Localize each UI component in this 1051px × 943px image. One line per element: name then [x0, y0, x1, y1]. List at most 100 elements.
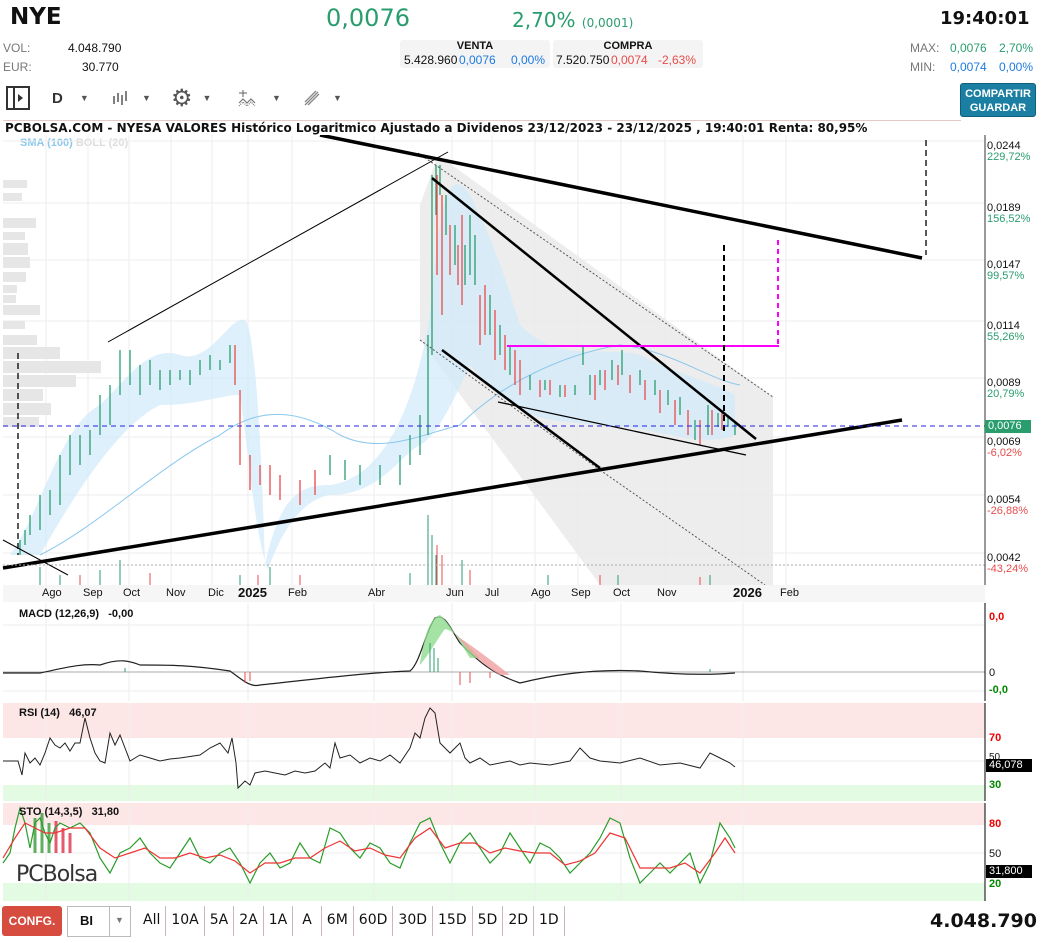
order-book-venta: VENTA 5.428.960 0,0076 0,00%	[400, 40, 550, 68]
macd-panel[interactable]	[0, 603, 990, 701]
sto-axis-50: 50	[989, 848, 1002, 860]
config-button[interactable]: CONFG.	[2, 906, 62, 936]
range-all[interactable]: All	[138, 906, 167, 936]
gear-icon: ⚙	[171, 84, 193, 112]
period-dropdown[interactable]: D ▼	[52, 84, 89, 112]
price-axis-label: 0,0069 -6,02%	[987, 436, 1022, 459]
pcbolsa-watermark: PCBolsa	[16, 862, 98, 887]
year-label: 2025	[238, 585, 267, 600]
price-change: 2,70% (0,0001)	[512, 8, 633, 32]
price-axis-label: 0,0089 20,79%	[987, 377, 1025, 400]
chevron-down-icon: ▼	[272, 93, 281, 103]
divider	[109, 907, 110, 936]
chevron-down-icon: ▼	[79, 93, 89, 103]
price-chart-canvas[interactable]	[0, 135, 990, 585]
pencil-icon	[304, 90, 320, 106]
max-price: 0,0076	[950, 41, 987, 55]
min-label: MIN:	[910, 60, 936, 74]
candlestick-icon	[113, 91, 127, 105]
range-2a[interactable]: 2A	[234, 906, 264, 936]
range-10a[interactable]: 10A	[166, 906, 205, 936]
month-label: Nov	[657, 587, 677, 599]
chart-type-dropdown[interactable]: ▼	[112, 84, 151, 112]
range-5a[interactable]: 5A	[205, 906, 235, 936]
rsi-axis-50: 50	[989, 752, 1001, 763]
compra-volume: 7.520.750	[556, 53, 610, 67]
month-label: Jun	[446, 587, 464, 599]
interval-select[interactable]: BI ▼	[67, 906, 131, 937]
sto-axis-80: 80	[989, 818, 1002, 830]
range-1a[interactable]: 1A	[264, 906, 294, 936]
eur-value: 30.770	[82, 60, 119, 74]
year-label: 2026	[733, 585, 762, 600]
price-axis-label: 0,0244 229,72%	[987, 140, 1031, 163]
drawing-tools-dropdown[interactable]: ▼	[303, 84, 342, 112]
price-axis-label: 0,0114 55,26%	[987, 320, 1025, 343]
range-6m[interactable]: 6M	[322, 906, 354, 936]
compra-pct: -2,63%	[658, 53, 697, 67]
range-5d[interactable]: 5D	[473, 906, 504, 936]
change-abs: (0,0001)	[581, 16, 634, 30]
macd-axis-zero: 0	[989, 667, 996, 679]
chevron-down-icon: ▼	[115, 915, 124, 925]
month-label: Sep	[83, 587, 103, 599]
month-label: Oct	[123, 587, 141, 599]
sto-panel[interactable]	[0, 803, 990, 901]
month-label: Ago	[42, 587, 62, 599]
range-selector: All 10A 5A 2A 1A A 6M 60D 30D 15D 5D 2D …	[138, 906, 565, 936]
month-label: Abr	[368, 587, 386, 599]
period-value: D	[52, 89, 63, 107]
chart-title: PCBOLSA.COM - NYESA VALORES Histórico Lo…	[3, 120, 961, 135]
compra-label: COMPRA	[603, 40, 653, 52]
share-label: COMPARTIR	[965, 88, 1031, 100]
venta-price: 0,0076	[459, 53, 496, 67]
order-book-compra: COMPRA 7.520.750 0,0074 -2,63%	[553, 40, 703, 68]
indicators-dropdown[interactable]: ▼	[238, 84, 281, 112]
range-15d[interactable]: 15D	[433, 906, 473, 936]
min-price: 0,0074	[950, 60, 987, 74]
rsi-label: RSI (14) 46,07	[19, 707, 97, 719]
price-axis-label: 0,0189 156,52%	[987, 202, 1031, 225]
venta-label: VENTA	[456, 40, 494, 52]
total-volume: 4.048.790	[930, 910, 1037, 932]
month-label: Feb	[288, 587, 307, 599]
month-label: Ago	[531, 587, 551, 599]
sto-axis-20: 20	[989, 878, 1002, 890]
rsi-panel[interactable]	[0, 703, 990, 801]
range-60d[interactable]: 60D	[354, 906, 394, 936]
panel-toggle-icon	[6, 86, 30, 110]
change-pct: 2,70%	[512, 8, 576, 32]
range-1d[interactable]: 1D	[534, 906, 565, 936]
venta-volume: 5.428.960	[404, 53, 458, 67]
max-label: MAX:	[910, 41, 940, 55]
chevron-down-icon: ▼	[142, 93, 151, 103]
eur-label: EUR:	[3, 60, 32, 74]
min-pct: 0,00%	[999, 60, 1034, 74]
chart-toolbar: D ▼ ▼ ⚙ ▼ ▼ ▼	[0, 84, 960, 112]
current-price-tag: 0,0076	[985, 420, 1031, 433]
sto-value-tag: 31,800	[986, 865, 1032, 878]
month-label: Oct	[613, 587, 631, 599]
range-a[interactable]: A	[293, 906, 322, 936]
price-axis-label: 0,0042 -43,24%	[987, 552, 1028, 575]
settings-dropdown[interactable]: ⚙ ▼	[171, 84, 211, 112]
toggle-sidebar-button[interactable]	[6, 84, 30, 112]
legend-boll[interactable]: BOLL (20)	[75, 137, 129, 149]
month-label: Jul	[485, 587, 500, 599]
vol-value: 4.048.790	[68, 41, 122, 55]
add-indicator-icon	[238, 90, 256, 107]
price-axis-label: 0,0147 99,57%	[987, 259, 1025, 282]
interval-select-value: BI	[80, 913, 93, 928]
sto-label: STO (14,3,5) 31,80	[19, 806, 120, 818]
save-label: GUARDAR	[969, 102, 1027, 114]
macd-axis-bottom: -0,0	[989, 684, 1008, 696]
range-30d[interactable]: 30D	[393, 906, 434, 936]
rsi-axis-70: 70	[989, 732, 1002, 744]
share-save-button[interactable]: COMPARTIR GUARDAR	[960, 83, 1036, 117]
chevron-down-icon: ▼	[333, 93, 342, 103]
range-2d[interactable]: 2D	[503, 906, 534, 936]
rsi-value-tag: 46,078	[986, 759, 1032, 772]
vol-label: VOL:	[3, 41, 31, 55]
month-label: Feb	[780, 587, 799, 599]
month-label: Sep	[571, 587, 591, 599]
